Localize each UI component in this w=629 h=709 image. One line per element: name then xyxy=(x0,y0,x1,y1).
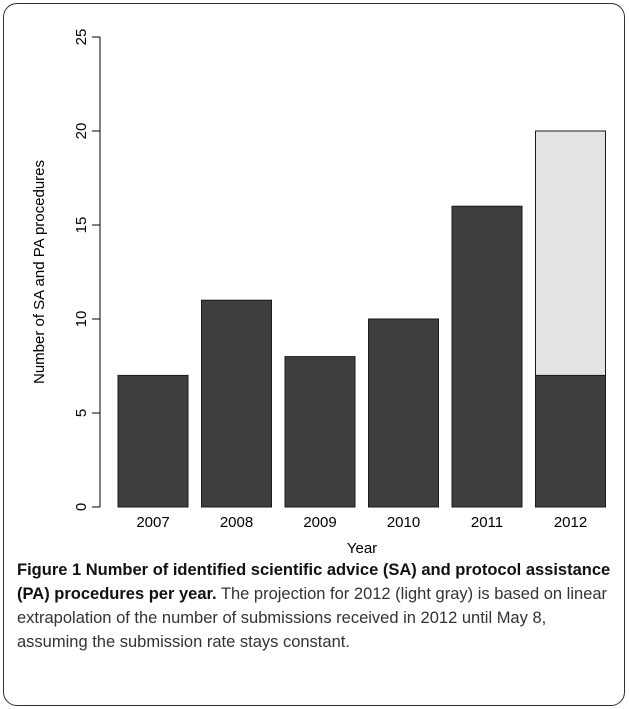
y-tick-label: 0 xyxy=(73,503,90,511)
bars xyxy=(117,130,606,508)
x-tick-label: 2012 xyxy=(554,514,587,531)
y-axis-label: Number of SA and PA procedures xyxy=(31,160,48,384)
bar-2011 xyxy=(451,205,523,508)
bar-2009 xyxy=(284,356,356,508)
y-tick-label: 25 xyxy=(73,29,90,46)
x-axis-label: Year xyxy=(347,540,377,557)
bar-chart: 0 5 10 15 20 25 2007 2008 2009 2010 2011 2012 Year… xyxy=(31,29,606,557)
bar-2010 xyxy=(368,318,439,508)
caption-title: Figure 1 Number of identified scientific… xyxy=(17,561,611,603)
x-tick-label: 2007 xyxy=(136,514,169,531)
bar-2007 xyxy=(117,374,189,508)
figure-caption: Figure 1 Number of identified scientific… xyxy=(17,558,617,654)
y-tick-label: 20 xyxy=(73,123,90,140)
bar-2012 xyxy=(535,130,606,376)
x-tick-label: 2010 xyxy=(387,514,420,531)
y-tick-label: 15 xyxy=(73,217,90,234)
y-axis: 0 5 10 15 20 25 xyxy=(73,29,101,511)
caption-text: The projection for 2012 (light gray) is … xyxy=(17,585,608,651)
x-tick-label: 2009 xyxy=(303,514,336,531)
y-tick-label: 5 xyxy=(73,409,90,417)
bar-2012 xyxy=(535,374,606,508)
x-axis-ticks: 2007 2008 2009 2010 2011 2012 xyxy=(136,514,587,531)
y-tick-label: 10 xyxy=(73,311,90,328)
x-tick-label: 2008 xyxy=(220,514,253,531)
x-tick-label: 2011 xyxy=(471,514,503,531)
bar-2008 xyxy=(201,299,272,508)
